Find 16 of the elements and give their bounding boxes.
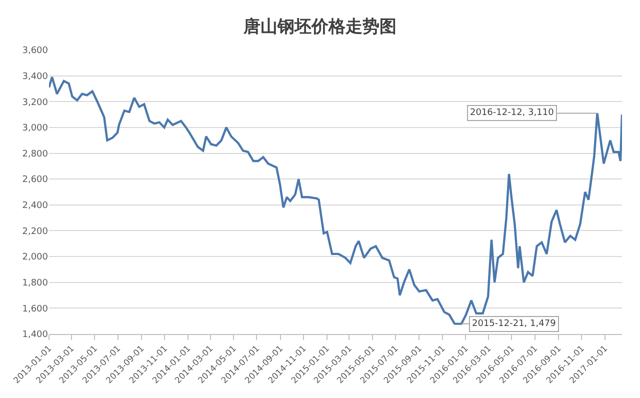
y-tick-label: 2,400 (22, 201, 48, 212)
chart-title: 唐山钢坯价格走势图 (242, 16, 396, 37)
y-tick-label: 3,400 (22, 72, 48, 82)
y-tick-label: 1,400 (22, 330, 48, 340)
y-tick-label: 1,600 (22, 304, 48, 314)
y-tick-label: 2,800 (22, 149, 48, 160)
y-tick-label: 2,200 (22, 226, 48, 237)
annotation: 2016-12-12, 3,110 (470, 108, 554, 118)
y-tick-label: 3,000 (22, 124, 48, 134)
y-tick-label: 3,200 (22, 98, 48, 108)
line-series (49, 76, 622, 325)
y-tick-label: 2,000 (22, 252, 48, 263)
annotation: 2015-12-21, 1,479 (472, 319, 556, 329)
y-tick-label: 1,800 (22, 278, 48, 289)
y-tick-label: 3,600 (22, 46, 48, 56)
y-tick-label: 2,600 (22, 175, 48, 186)
